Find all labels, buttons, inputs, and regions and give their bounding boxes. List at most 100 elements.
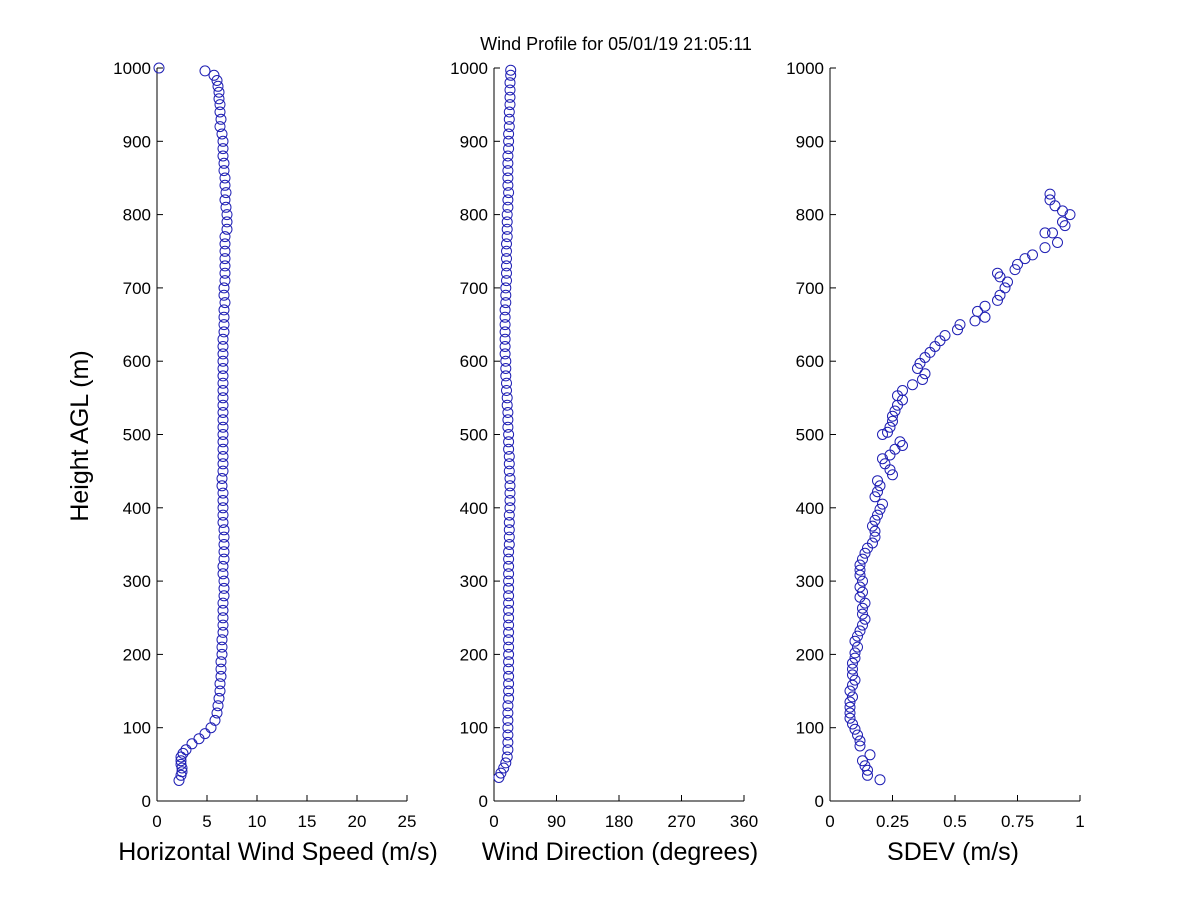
sdev-y-tick-label: 400: [796, 499, 824, 518]
speed-y-tick-label: 1000: [113, 59, 151, 78]
speed-data-point: [216, 473, 228, 484]
direction-data-point: [503, 458, 515, 470]
speed-data-point: [217, 429, 229, 440]
direction-data-point: [503, 113, 515, 125]
sdev-x-tick-label: 0.5: [943, 812, 967, 831]
panel-sdev: 0 100 200 300 400 500 600 700 800 900 1000 0 0.25 0.5…: [786, 59, 1085, 866]
chart-title: Wind Profile for 05/01/19 21:05:11: [480, 34, 752, 54]
direction-data-point: [503, 560, 515, 572]
sdev-data-point: [929, 341, 941, 352]
speed-data-point: [217, 451, 229, 462]
direction-data-point: [502, 707, 514, 719]
speed-data-point: [219, 245, 231, 257]
sdev-data-point: [874, 503, 886, 515]
speed-data-point: [217, 421, 229, 433]
sdev-data-point: [1044, 188, 1056, 200]
direction-y-tick-label: 400: [460, 499, 488, 518]
direction-data-point: [502, 744, 514, 756]
sdev-data-point: [969, 315, 981, 327]
speed-data-point: [218, 531, 230, 543]
sdev-data-point: [1057, 216, 1068, 228]
sdev-data-point: [1064, 209, 1076, 221]
direction-data-point: [503, 553, 515, 565]
direction-y-tick-label: 300: [460, 572, 488, 591]
speed-data-point: [215, 663, 227, 675]
direction-data-point: [503, 678, 515, 690]
direction-data-point: [500, 363, 512, 374]
direction-data-point: [501, 260, 512, 272]
sdev-y-tick-label: 900: [796, 132, 824, 151]
direction-data-point: [503, 604, 515, 616]
direction-data-point: [498, 762, 510, 774]
direction-data-point: [499, 326, 511, 338]
direction-data-point: [501, 216, 513, 228]
sdev-data-point: [844, 712, 856, 724]
speed-data-point: [219, 275, 231, 287]
direction-y-tick-label: 700: [460, 279, 488, 298]
speed-data-point: [217, 626, 229, 638]
direction-data-point: [501, 275, 512, 287]
speed-data-point: [216, 634, 228, 646]
direction-data-point: [504, 480, 516, 492]
direction-data-point: [504, 495, 516, 506]
direction-data-point: [503, 670, 515, 682]
sdev-data-point: [864, 749, 876, 761]
direction-data-point: [503, 106, 515, 118]
direction-y-tick-label: 600: [460, 352, 488, 371]
speed-data-point: [217, 341, 229, 352]
sdev-y-tick-label: 100: [796, 719, 824, 738]
direction-data-point: [500, 370, 512, 382]
direction-y-tick-label: 200: [460, 645, 488, 664]
speed-data-point: [218, 165, 230, 177]
sdev-data-point: [857, 586, 868, 598]
sdev-data-point: [912, 363, 923, 374]
speed-data-point: [215, 670, 227, 682]
sdev-data-point: [844, 707, 856, 719]
direction-x-tick-label: 270: [667, 812, 695, 831]
direction-data-point: [502, 700, 514, 712]
speed-data-point: [213, 86, 225, 98]
sdev-data-point: [857, 619, 868, 631]
sdev-y-tick-label: 600: [796, 352, 824, 371]
direction-data-point: [503, 429, 515, 440]
direction-y-tick-label: 1000: [450, 59, 488, 78]
speed-data-point: [173, 775, 185, 786]
direction-data-point: [503, 509, 515, 521]
sdev-data-point: [854, 564, 866, 576]
panel-speed: 0 100 200 300 400 500 600 700 800 900 1000 0 5 10 15 20…: [113, 59, 438, 866]
sdev-y-tick-label: 200: [796, 645, 824, 664]
direction-data-point: [501, 385, 512, 396]
direction-series: [493, 64, 517, 783]
sdev-data-point: [854, 740, 866, 752]
sdev-data-point: [1019, 253, 1031, 265]
speed-data-point: [218, 282, 230, 294]
sdev-data-point: [869, 531, 881, 543]
speed-data-point: [217, 458, 229, 470]
direction-data-point: [504, 502, 516, 514]
direction-data-point: [503, 597, 515, 609]
speed-y-tick-label: 800: [123, 206, 151, 225]
speed-data-point: [217, 509, 229, 521]
speed-y-tick-label: 700: [123, 279, 151, 298]
direction-data-point: [505, 69, 517, 81]
sdev-series: [844, 188, 1076, 786]
speed-data-point: [219, 194, 231, 206]
sdev-data-point: [877, 453, 888, 465]
direction-data-point: [502, 714, 514, 726]
direction-data-point: [503, 692, 515, 704]
direction-data-point: [500, 757, 512, 769]
sdev-data-point: [992, 267, 1003, 279]
speed-data-point: [153, 62, 165, 74]
speed-data-point: [217, 135, 229, 147]
direction-data-point: [501, 377, 512, 389]
speed-y-tick-label: 600: [123, 352, 151, 371]
direction-data-point: [501, 392, 513, 404]
speed-data-point: [217, 399, 229, 411]
sdev-data-point: [919, 368, 931, 380]
sdev-data-point: [897, 440, 908, 451]
direction-data-point: [502, 179, 514, 191]
speed-data-point: [216, 648, 228, 660]
speed-data-point: [208, 69, 220, 81]
speed-data-point: [216, 641, 228, 653]
